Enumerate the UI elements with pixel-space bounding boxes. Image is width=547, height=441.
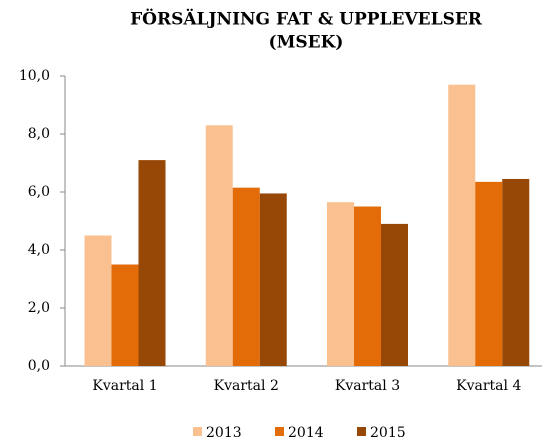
bar [232,187,260,366]
y-tick-label: 8,0 [28,126,50,142]
bar [138,160,166,366]
y-tick-label: 2,0 [28,300,50,316]
bar [381,223,408,366]
chart-title: (MSEK) [269,33,344,53]
bar [327,202,354,366]
legend-swatch [275,427,284,436]
y-tick-label: 4,0 [28,242,50,258]
legend-label: 2013 [206,425,242,441]
bar [475,181,503,366]
bar [205,125,233,366]
y-tick-label: 6,0 [28,184,50,200]
y-tick-label: 10,0 [19,68,50,84]
bar [111,264,139,366]
bar [259,193,287,366]
legend-label: 2014 [288,425,324,441]
bar [354,206,381,366]
bar [84,235,112,366]
legend-label: 2015 [370,425,406,441]
y-tick-label: 0,0 [28,358,50,374]
x-tick-label: Kvartal 2 [214,378,279,394]
x-tick-label: Kvartal 1 [92,378,157,394]
bar [502,178,530,366]
legend-swatch [193,427,202,436]
chart-title: FÖRSÄLJNING FAT & UPPLEVELSER [130,9,483,30]
bar [448,84,476,366]
x-tick-label: Kvartal 4 [456,378,521,394]
legend-swatch [357,427,366,436]
x-tick-label: Kvartal 3 [335,378,400,394]
